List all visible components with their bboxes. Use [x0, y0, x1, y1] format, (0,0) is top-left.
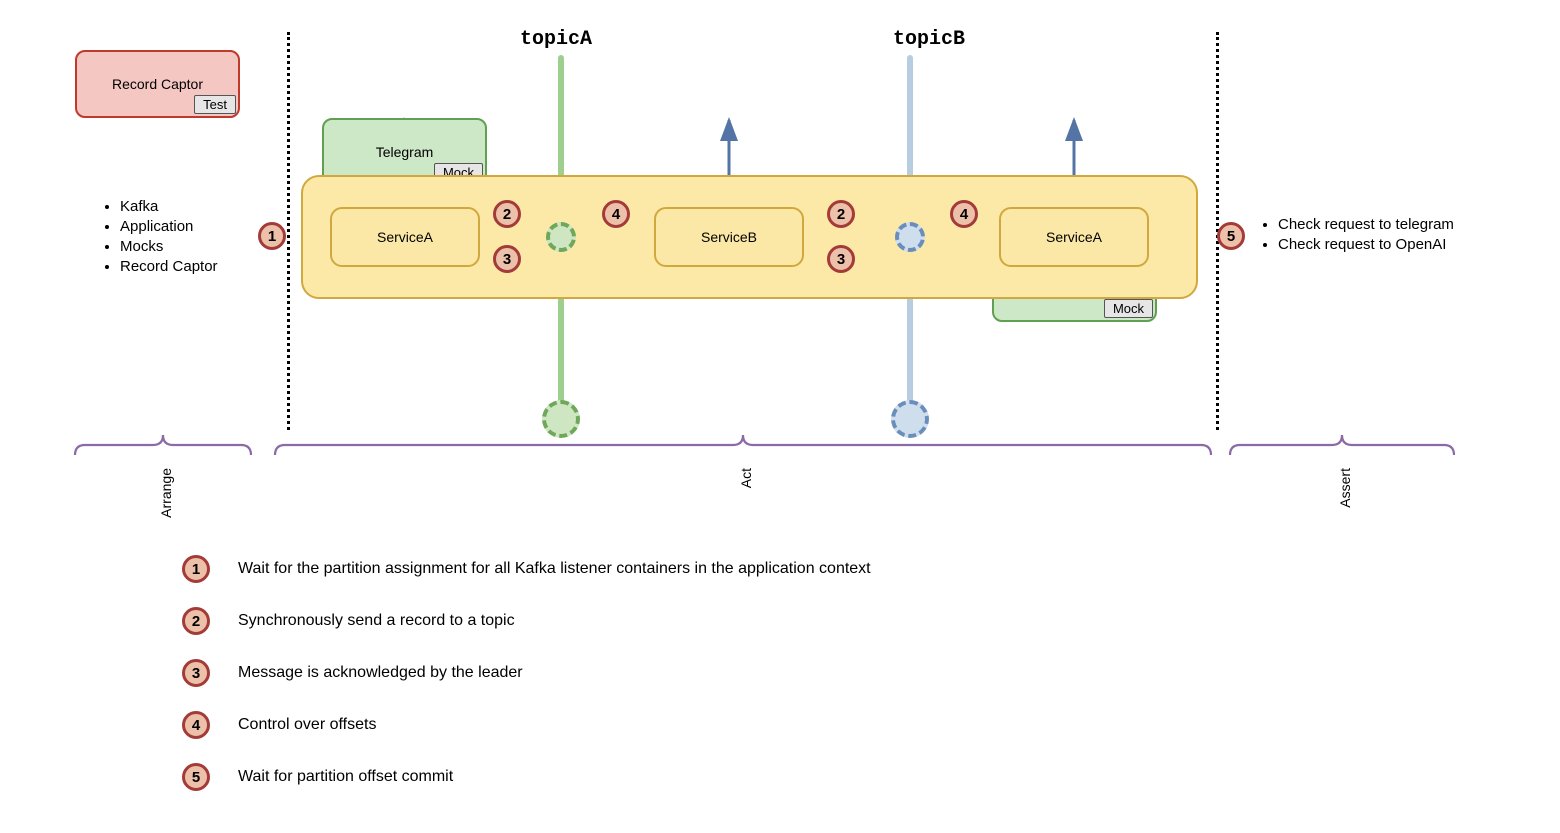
section-arrange-label: Arrange: [158, 468, 174, 518]
telegram2-tag: Mock: [1104, 299, 1153, 318]
assert-item: Check request to telegram: [1278, 216, 1454, 233]
legend-text-5: Wait for partition offset commit: [238, 768, 453, 786]
record-captor-tag: Test: [194, 95, 236, 114]
service-b-label: ServiceB: [701, 229, 757, 245]
section-assert-label: Assert: [1337, 468, 1353, 508]
arrange-item: Record Captor: [120, 258, 218, 275]
legend-step-4: 4: [182, 711, 210, 739]
brace-act: [275, 435, 1211, 455]
service-a2-label: ServiceA: [1046, 229, 1102, 245]
arrange-item: Kafka: [120, 198, 218, 215]
topicA-bottom-node: [542, 400, 580, 438]
step-2a-marker: 2: [493, 200, 521, 228]
legend-step-3: 3: [182, 659, 210, 687]
legend-text-2: Synchronously send a record to a topic: [238, 612, 515, 630]
step-1-marker: 1: [258, 222, 286, 250]
legend-row: 2 Synchronously send a record to a topic: [182, 607, 871, 635]
topicB-label: topicB: [893, 28, 965, 51]
legend-step-1: 1: [182, 555, 210, 583]
arrange-item: Application: [120, 218, 218, 235]
legend-row: 4 Control over offsets: [182, 711, 871, 739]
service-b: ServiceB: [654, 207, 804, 267]
legend-row: 1 Wait for the partition assignment for a…: [182, 555, 871, 583]
service-a1-label: ServiceA: [377, 229, 433, 245]
legend-text-4: Control over offsets: [238, 716, 376, 734]
brace-arrange: [75, 435, 251, 455]
step-4a-marker: 4: [602, 200, 630, 228]
topicA-node: [546, 222, 576, 252]
topicB-bottom-node: [891, 400, 929, 438]
assert-item: Check request to OpenAI: [1278, 236, 1454, 253]
record-captor-label: Record Captor: [112, 76, 203, 92]
divider-arrange-act: [287, 32, 290, 430]
brace-assert: [1230, 435, 1454, 455]
legend-row: 3 Message is acknowledged by the leader: [182, 659, 871, 687]
arrange-item: Mocks: [120, 238, 218, 255]
step-4b-marker: 4: [950, 200, 978, 228]
legend-step-2: 2: [182, 607, 210, 635]
section-act-label: Act: [738, 468, 754, 488]
step-3b-marker: 3: [827, 245, 855, 273]
service-a1: ServiceA: [330, 207, 480, 267]
record-captor-box: Record Captor Test: [75, 50, 240, 118]
telegram1-label: Telegram: [376, 144, 434, 160]
step-2b-marker: 2: [827, 200, 855, 228]
assert-list: Check request to telegram Check request …: [1258, 216, 1454, 256]
legend-text-3: Message is acknowledged by the leader: [238, 664, 523, 682]
step-5-marker: 5: [1217, 222, 1245, 250]
service-a2: ServiceA: [999, 207, 1149, 267]
legend-text-1: Wait for the partition assignment for al…: [238, 560, 871, 578]
legend-row: 5 Wait for partition offset commit: [182, 763, 871, 791]
legend-step-5: 5: [182, 763, 210, 791]
arrange-list: Kafka Application Mocks Record Captor: [100, 198, 218, 278]
topicA-label: topicA: [520, 28, 592, 51]
legend: 1 Wait for the partition assignment for a…: [182, 555, 871, 815]
topicB-node: [895, 222, 925, 252]
step-3a-marker: 3: [493, 245, 521, 273]
